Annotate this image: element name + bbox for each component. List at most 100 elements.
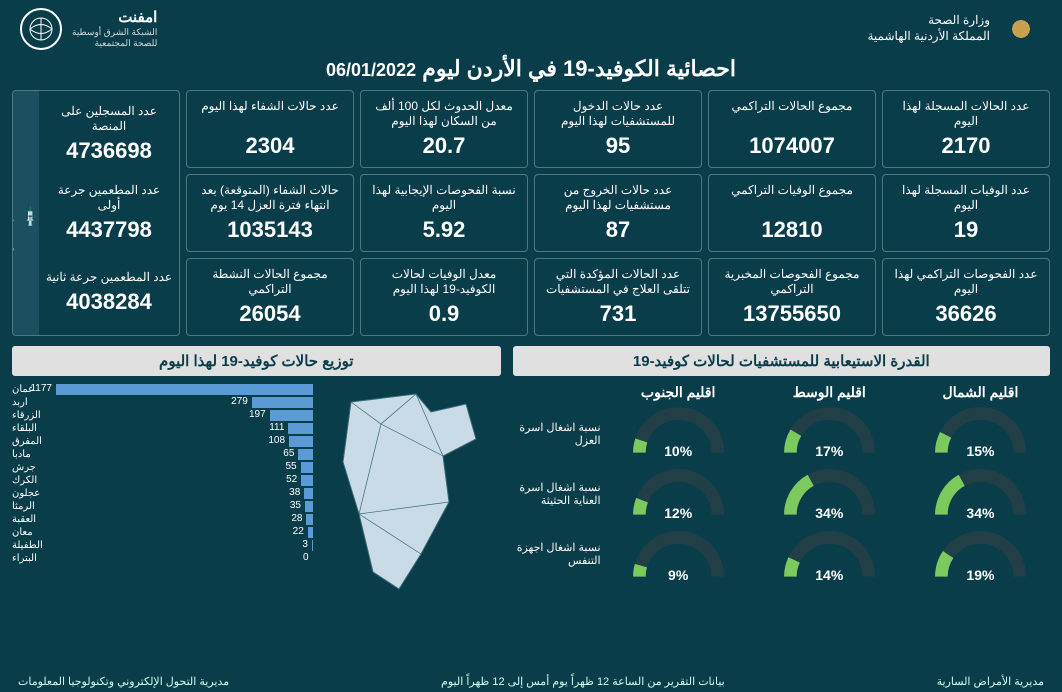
stat-value: 87: [541, 217, 695, 243]
bar-row: 0البتراء: [12, 553, 313, 564]
ministry-line2: المملكة الأردنية الهاشمية: [867, 29, 990, 45]
stat-label: مجموع الحالات التراكمي: [715, 99, 869, 114]
globe-icon: [20, 8, 62, 50]
region-head: اقليم الوسط: [760, 384, 899, 401]
gauge-row-label: نسبة اشغال اسرة العناية الحثيثة: [513, 465, 601, 525]
stat-label: عدد حالات الخروج من مستشفيات لهذا اليوم: [541, 183, 695, 213]
stat-card: عدد الحالات المسجلة لهذا اليوم 2170: [882, 90, 1050, 168]
stat-card: حالات الشفاء (المتوقعة) بعد انتهاء فترة …: [186, 174, 354, 252]
bar-row: 108المفرق: [12, 436, 313, 447]
bar-label: الرمثا: [12, 501, 50, 512]
stat-card: مجموع الحالات التراكمي1074007: [708, 90, 876, 168]
region-head: اقليم الشمال: [911, 384, 1050, 401]
bar-row: 38عجلون: [12, 488, 313, 499]
stat-value: 0.9: [367, 301, 521, 327]
vax-card: عدد المطعمين جرعة ثانية4038284: [45, 256, 173, 329]
bar-row: 55جرش: [12, 462, 313, 473]
stat-value: 19: [889, 217, 1043, 243]
header: وزارة الصحة المملكة الأردنية الهاشمية ام…: [0, 0, 1062, 54]
gauge: 19%: [911, 529, 1050, 585]
ministry-block: وزارة الصحة المملكة الأردنية الهاشمية: [867, 8, 1042, 50]
bar-label: عجلون: [12, 488, 50, 499]
bar-label: معان: [12, 527, 50, 538]
footer-left: مديرية التحول الإلكتروني وتكنولوجيا المع…: [18, 675, 229, 688]
stat-card: مجموع الحالات النشطة التراكمي 26054: [186, 258, 354, 336]
bar-row: 197الزرقاء: [12, 410, 313, 421]
stat-label: عدد الحالات المسجلة لهذا اليوم: [889, 99, 1043, 129]
bar-row: 35الرمثا: [12, 501, 313, 512]
jordan-map-icon: [321, 384, 501, 604]
stat-card: معدل الوفيات لحالات الكوفيد-19 لهذا اليو…: [360, 258, 528, 336]
stat-card: عدد حالات الخروج من مستشفيات لهذا اليوم 8…: [534, 174, 702, 252]
stat-card: عدد الوفيات المسجلة لهذا اليوم 19: [882, 174, 1050, 252]
stat-card: نسبة الفحوصات الإيجابية لهذا اليوم5.92: [360, 174, 528, 252]
page-title: احصائية الكوفيد-19 في الأردن ليوم 06/01/…: [0, 56, 1062, 82]
bar-label: جرش: [12, 462, 50, 473]
region-head: اقليم الجنوب: [609, 384, 748, 401]
bar-row: 1177عمان: [12, 384, 313, 395]
ministry-line1: وزارة الصحة: [867, 13, 990, 29]
vax-card: عدد المطعمين جرعة أولى4437798: [45, 176, 173, 249]
bar-label: البتراء: [12, 553, 50, 564]
stat-value: 95: [541, 133, 695, 159]
bar-label: الطفيلة: [12, 540, 50, 551]
distribution-header: توزيع حالات كوفيد-19 لهذا اليوم: [12, 346, 501, 376]
footer-right: مديرية الأمراض السارية: [937, 675, 1044, 688]
stat-value: 731: [541, 301, 695, 327]
footer-center: بيانات التقرير من الساعة 12 ظهراً يوم أم…: [441, 675, 725, 688]
stat-card: مجموع الفحوصات المخبرية التراكمي 13755650: [708, 258, 876, 336]
bar-label: المفرق: [12, 436, 50, 447]
stat-label: نسبة الفحوصات الإيجابية لهذا اليوم: [367, 183, 521, 213]
bar-label: العقبة: [12, 514, 50, 525]
capacity-header: القدرة الاستيعابية للمستشفيات لحالات كوف…: [513, 346, 1050, 376]
footer: مديرية الأمراض السارية بيانات التقرير من…: [0, 675, 1062, 688]
vax-card: عدد المسجلين على المنصة4736698: [45, 97, 173, 170]
gauge: 34%: [760, 467, 899, 523]
bar-label: البلقاء: [12, 423, 50, 434]
bar-row: 3الطفيلة: [12, 540, 313, 551]
bar-row: 22معان: [12, 527, 313, 538]
gauge: 9%: [609, 529, 748, 585]
stat-card: عدد الحالات المؤكدة التي تتلقى العلاج في…: [534, 258, 702, 336]
gauge: 12%: [609, 467, 748, 523]
bar-label: الكرك: [12, 475, 50, 486]
stats-grid: عدد الحالات المسجلة لهذا اليوم 2170 مجموع …: [0, 90, 1062, 336]
bar-label: مادبا: [12, 449, 50, 460]
emphnet-title: امفنت: [72, 9, 157, 27]
emphnet-block: امفنت الشبكة الشرق أوسطية للصحة المجتمعي…: [20, 8, 157, 50]
stat-label: عدد الوفيات المسجلة لهذا اليوم: [889, 183, 1043, 213]
bar-row: 65مادبا: [12, 449, 313, 460]
stat-label: عدد حالات الدخول للمستشفيات لهذا اليوم: [541, 99, 695, 129]
stat-card: معدل الحدوث لكل 100 ألف من السكان لهذا ا…: [360, 90, 528, 168]
stat-value: 12810: [715, 217, 869, 243]
emphnet-sub: الشبكة الشرق أوسطية للصحة المجتمعية: [72, 27, 157, 49]
jordan-crest-icon: [1000, 8, 1042, 50]
bar-row: 279اربد: [12, 397, 313, 408]
stat-value: 36626: [889, 301, 1043, 327]
stat-value: 2170: [889, 133, 1043, 159]
gauge-row-label: نسبة اشغال اجهزة التنفس: [513, 525, 601, 585]
gauge: 10%: [609, 405, 748, 461]
vaccination-column: عدد المسجلين على المنصة4736698عدد المطعم…: [12, 90, 180, 336]
gauge-row-label: نسبة اشغال اسرة العزل: [513, 405, 601, 465]
distribution-section: توزيع حالات كوفيد-19 لهذا اليوم 1177عمان…: [12, 336, 501, 604]
stat-label: حالات الشفاء (المتوقعة) بعد انتهاء فترة …: [193, 183, 347, 213]
stat-card: مجموع الوفيات التراكمي12810: [708, 174, 876, 252]
stat-label: معدل الحدوث لكل 100 ألف من السكان لهذا ا…: [367, 99, 521, 129]
bar-row: 52الكرك: [12, 475, 313, 486]
stat-label: مجموع الفحوصات المخبرية التراكمي: [715, 267, 869, 297]
stat-label: معدل الوفيات لحالات الكوفيد-19 لهذا اليو…: [367, 267, 521, 297]
gauge: 34%: [911, 467, 1050, 523]
stat-label: مجموع الحالات النشطة التراكمي: [193, 267, 347, 297]
capacity-section: القدرة الاستيعابية للمستشفيات لحالات كوف…: [513, 336, 1050, 604]
gauge: 15%: [911, 405, 1050, 461]
gauge: 17%: [760, 405, 899, 461]
bar-row: 28العقبة: [12, 514, 313, 525]
stat-label: عدد الحالات المؤكدة التي تتلقى العلاج في…: [541, 267, 695, 297]
stat-label: عدد حالات الشفاء لهذا اليوم: [193, 99, 347, 114]
stat-value: 13755650: [715, 301, 869, 327]
stat-value: 1035143: [193, 217, 347, 243]
stat-value: 20.7: [367, 133, 521, 159]
stat-value: 26054: [193, 301, 347, 327]
syringe-icon: 💉: [18, 205, 42, 229]
